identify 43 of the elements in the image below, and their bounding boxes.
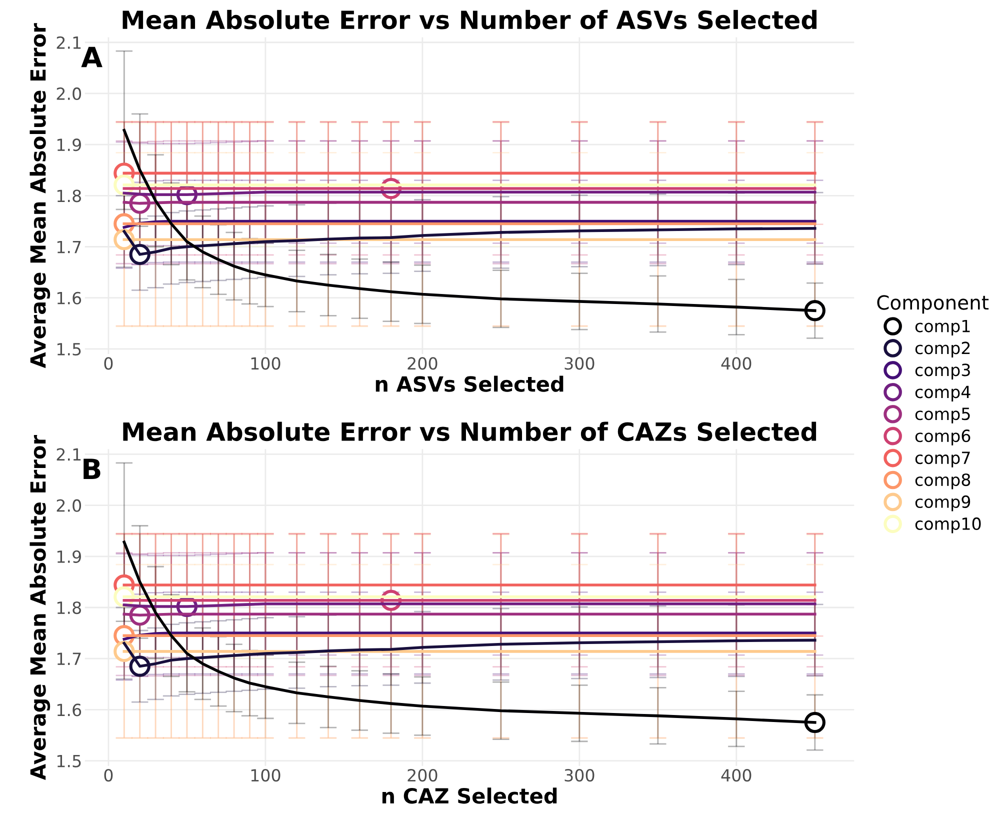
legend-label: comp7 xyxy=(915,452,970,468)
y-tick-label: 1.8 xyxy=(57,601,81,614)
x-tick-label: 0 xyxy=(104,357,113,370)
y-tick-label: 1.6 xyxy=(57,704,82,716)
y-tick-label: 1.9 xyxy=(57,550,81,563)
y-tick-label: 1.5 xyxy=(57,754,81,768)
x-axis-title: n ASVs Selected xyxy=(376,376,564,392)
y-tick-label: 2.1 xyxy=(56,448,81,461)
x-tick-label: 300 xyxy=(564,357,594,370)
legend-label: comp8 xyxy=(915,473,970,490)
x-tick-label: 200 xyxy=(408,357,438,370)
x-tick-label: 300 xyxy=(564,768,594,782)
x-tick-label: 400 xyxy=(721,768,752,782)
y-tick-label: 1.7 xyxy=(57,240,81,254)
y-axis-title: Average Mean Absolute Error xyxy=(30,434,50,780)
chart-title: Mean Absolute Error vs Number of ASVs Selected xyxy=(122,10,816,30)
legend-label: comp10 xyxy=(915,517,981,534)
y-tick-label: 2.1 xyxy=(56,36,81,49)
x-tick-label: 200 xyxy=(408,768,438,782)
y-tick-label: 1.5 xyxy=(57,343,81,356)
legend-label: comp6 xyxy=(915,430,970,446)
x-tick-label: 0 xyxy=(104,768,113,782)
legend-label: comp9 xyxy=(915,495,970,512)
chart-title: Mean Absolute Error vs Number of CAZs Selected xyxy=(123,422,816,442)
y-tick-label: 2.0 xyxy=(56,499,82,512)
legend-label: comp2 xyxy=(915,342,970,358)
x-axis-title: n CAZ Selected xyxy=(382,788,557,804)
y-tick-label: 1.9 xyxy=(57,138,81,152)
y-tick-label: 1.8 xyxy=(57,190,81,202)
y-tick-label: 1.6 xyxy=(57,292,82,304)
legend-title: Component xyxy=(877,295,989,314)
legend-label: comp1 xyxy=(915,320,970,336)
legend-label: comp4 xyxy=(915,386,970,402)
annotation: A xyxy=(81,46,102,68)
annotation: B xyxy=(84,458,100,479)
legend-label: comp5 xyxy=(915,408,970,424)
x-tick-label: 100 xyxy=(251,357,280,370)
y-tick-label: 2.0 xyxy=(56,87,82,100)
legend-label: comp3 xyxy=(915,364,970,380)
x-tick-label: 400 xyxy=(721,357,752,370)
x-tick-label: 100 xyxy=(251,768,280,782)
y-tick-label: 1.7 xyxy=(57,652,81,665)
y-axis-title: Average Mean Absolute Error xyxy=(30,23,50,368)
